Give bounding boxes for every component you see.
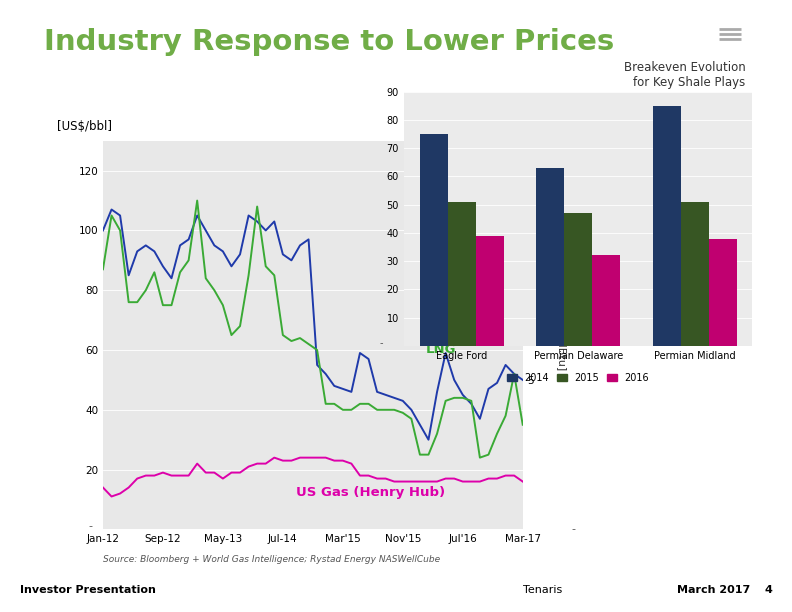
Legend: 2014, 2015, 2016: 2014, 2015, 2016 — [503, 369, 653, 387]
Text: [US$/bbl]: [US$/bbl] — [57, 120, 112, 133]
Text: Breakeven Evolution
for Key Shale Plays: Breakeven Evolution for Key Shale Plays — [623, 61, 745, 89]
Text: March 2017: March 2017 — [677, 585, 750, 595]
Text: LNG: LNG — [426, 343, 457, 356]
Bar — [420, 134, 447, 346]
Text: Source: Bloomberg + World Gas Intelligence; Rystad Energy NASWellCube: Source: Bloomberg + World Gas Intelligen… — [103, 555, 440, 564]
Bar — [709, 239, 737, 346]
Bar — [592, 255, 620, 346]
Bar — [564, 213, 592, 346]
Bar — [476, 236, 504, 346]
Bar — [653, 106, 680, 346]
Text: -: - — [88, 521, 92, 531]
Text: 4: 4 — [764, 585, 772, 595]
Text: -: - — [571, 524, 575, 534]
Y-axis label: [US$/MMBtu]: [US$/MMBtu] — [556, 299, 565, 371]
Text: US Gas (Henry Hub): US Gas (Henry Hub) — [296, 487, 445, 499]
Text: Tenaris: Tenaris — [523, 585, 562, 595]
Bar — [536, 168, 564, 346]
Bar — [680, 202, 709, 346]
Text: WTI: WTI — [418, 280, 447, 293]
Text: Industry Response to Lower Prices: Industry Response to Lower Prices — [44, 28, 614, 56]
Bar — [447, 202, 476, 346]
Text: Investor Presentation: Investor Presentation — [20, 585, 156, 595]
Text: -: - — [379, 338, 383, 348]
